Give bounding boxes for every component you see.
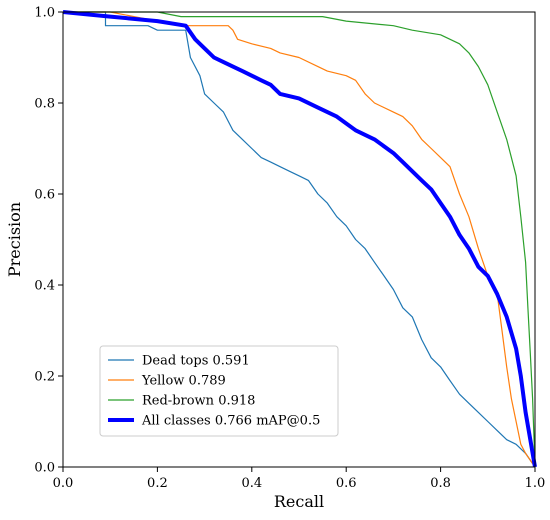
x-tick-label: 1.0 [525, 476, 546, 491]
y-tick-label: 0.2 [34, 370, 55, 385]
legend-label-0: Dead tops 0.591 [142, 354, 250, 369]
curves-layer [62, 10, 537, 468]
legend-box [99, 345, 339, 437]
x-tick-label: 0.6 [336, 476, 357, 491]
legend: Dead tops 0.591 Yellow 0.789 Red-brown 0.9… [99, 345, 339, 437]
series-line-2 [63, 11, 536, 468]
y-tick-label: 0.8 [34, 97, 55, 112]
series-line-3 [62, 10, 537, 468]
series-line-1 [63, 11, 536, 468]
legend-label-2: Red-brown 0.918 [142, 394, 255, 409]
series-line-0 [63, 11, 536, 468]
x-tick-label: 0.2 [147, 476, 168, 491]
y-axis-label: Precision [5, 202, 24, 277]
y-tick-label: 1.0 [34, 6, 55, 21]
legend-label-1: Yellow 0.789 [141, 374, 226, 389]
axes-frame [62, 11, 536, 468]
x-tick-label: 0.0 [53, 476, 74, 491]
x-tick-label: 0.8 [430, 476, 451, 491]
axes-layer: 0.0 0.2 0.4 0.6 0.8 1.0 0.0 0.2 0.4 0.6 0.8 1.0 [34, 6, 545, 492]
y-tick-label: 0.0 [34, 461, 55, 476]
x-tick-label: 0.4 [241, 476, 262, 491]
y-tick-label: 0.4 [34, 279, 55, 294]
y-tick-label: 0.6 [34, 188, 55, 203]
legend-label-3: All classes 0.766 mAP@0.5 [141, 414, 320, 429]
x-axis-label: Recall [274, 492, 324, 511]
